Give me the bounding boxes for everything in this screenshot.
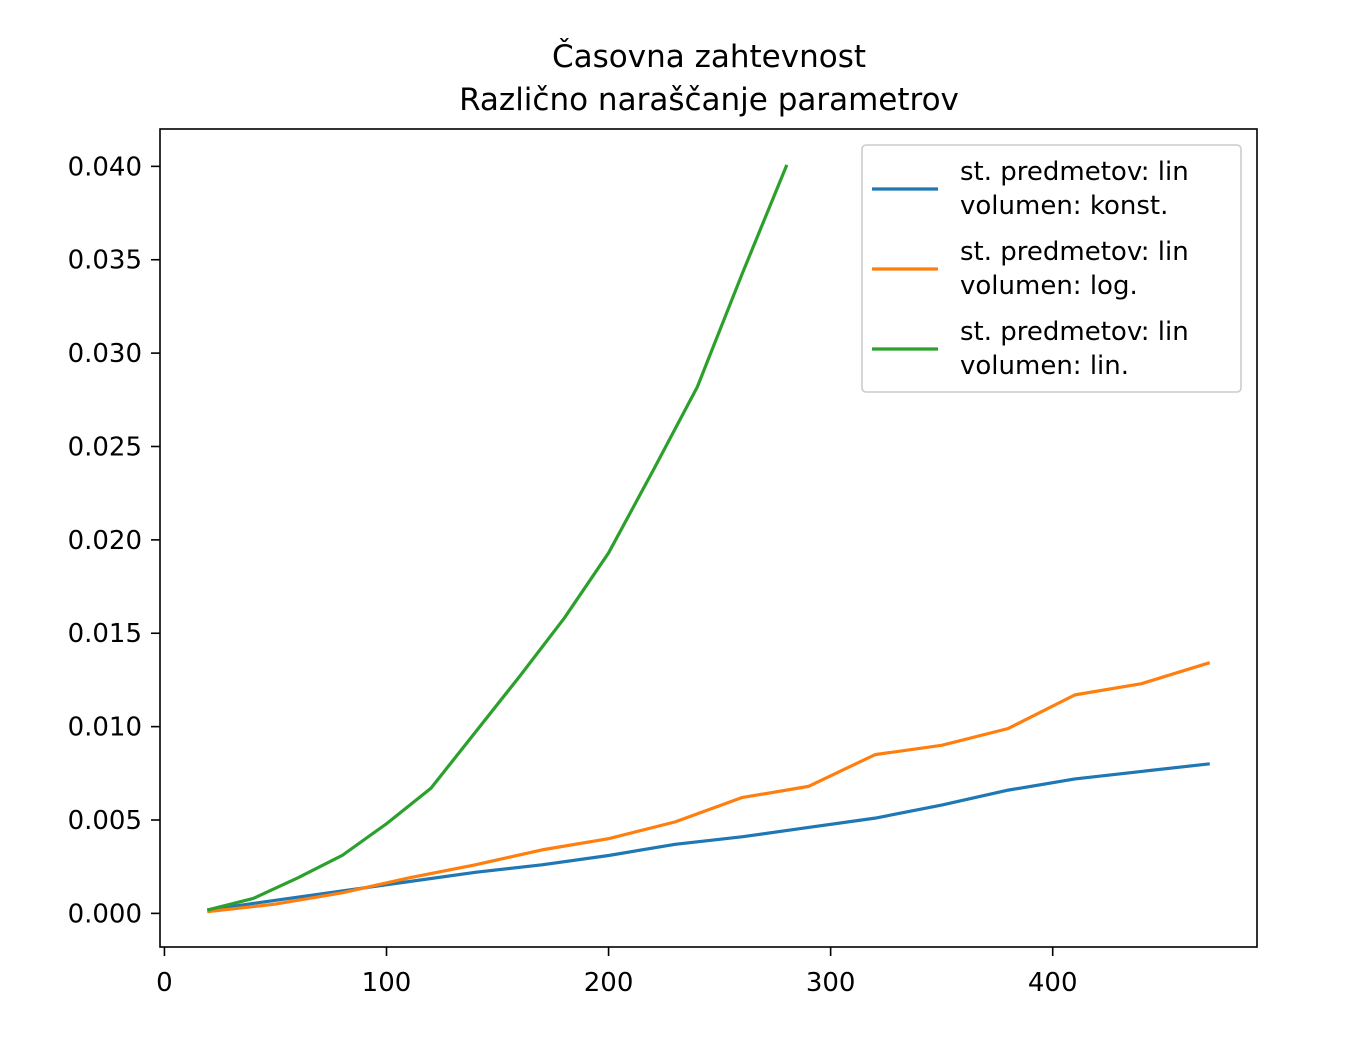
y-tick-label: 0.025 (68, 432, 142, 462)
x-tick-label: 400 (1028, 968, 1078, 998)
chart-title-line-2: Različno naraščanje parametrov (459, 82, 959, 118)
legend-label-1-line-1: st. predmetov: lin (960, 157, 1189, 187)
series-line-3 (206, 164, 789, 912)
x-tick-label: 200 (584, 968, 634, 998)
y-axis: 0.000 0.005 0.010 0.015 0.020 0.025 0.030 0.035… (68, 152, 160, 929)
legend-label-2-line-1: st. predmetov: lin (960, 237, 1189, 267)
series-line-2 (207, 661, 1211, 914)
plot-area-frame (159, 128, 1258, 948)
legend: st. predmetov: lin volumen: konst. st. pr… (861, 144, 1242, 393)
y-tick-label: 0.020 (68, 526, 142, 556)
y-tick-label: 0.040 (68, 152, 142, 182)
legend-label-1-line-2: volumen: konst. (960, 191, 1168, 221)
legend-label-3-line-2: volumen: lin. (960, 351, 1129, 381)
series-layer (206, 164, 1211, 914)
y-tick-label: 0.000 (68, 899, 142, 929)
legend-label-3-line-1: st. predmetov: lin (960, 317, 1189, 347)
x-tick-label: 0 (156, 968, 173, 998)
y-tick-label: 0.005 (68, 806, 142, 836)
x-tick-label: 300 (806, 968, 856, 998)
legend-frame (861, 144, 1242, 393)
y-tick-label: 0.010 (68, 713, 142, 743)
y-tick-label: 0.030 (68, 339, 142, 369)
chart-title-line-1: Časovna zahtevnost (552, 38, 866, 75)
x-tick-label: 100 (362, 968, 412, 998)
y-tick-label: 0.015 (68, 619, 142, 649)
legend-label-2-line-2: volumen: log. (960, 271, 1138, 301)
y-tick-label: 0.035 (68, 246, 142, 276)
x-axis: 0 100 200 300 400 (156, 947, 1078, 998)
